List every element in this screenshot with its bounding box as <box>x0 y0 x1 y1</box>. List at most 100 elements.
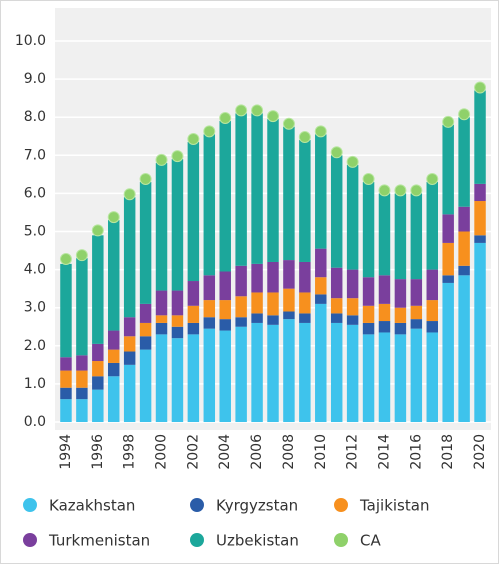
total-dot <box>75 249 88 262</box>
x-tick-label: 2008 <box>281 434 297 470</box>
legend-label: Tajikistan <box>359 497 429 515</box>
bar-segment <box>171 315 184 327</box>
total-dot <box>458 108 471 121</box>
legend-swatch <box>190 498 204 512</box>
y-tick-label: 1.0 <box>24 376 46 392</box>
bar-segment <box>458 117 470 207</box>
bar-segment <box>426 300 438 322</box>
bar-segment <box>299 322 311 422</box>
y-tick-label: 9.0 <box>24 71 46 87</box>
bar-segment <box>330 155 343 268</box>
bar-segment <box>76 370 88 388</box>
bar-segment <box>108 362 120 377</box>
total-dot <box>171 150 184 163</box>
bar-segment <box>283 288 295 312</box>
bar-segment <box>426 321 438 333</box>
bar-segment <box>426 332 438 422</box>
bar-segment <box>171 159 184 291</box>
x-tick-label: 2016 <box>408 434 424 470</box>
bar-segment <box>187 281 200 306</box>
bar-segment <box>283 311 295 320</box>
bar-segment <box>315 277 327 295</box>
total-dot <box>91 224 104 237</box>
total-dot <box>219 112 232 125</box>
bar-segment <box>76 355 88 371</box>
bar-segment <box>346 298 359 316</box>
bar-segment <box>219 271 231 301</box>
bar-segment <box>299 313 311 323</box>
bar-segment <box>92 376 104 390</box>
bar-segment <box>171 326 184 339</box>
bar-segment <box>171 290 184 316</box>
bar-segment <box>362 181 375 278</box>
bar-segment <box>108 376 120 422</box>
bar-segment <box>76 399 88 422</box>
total-dot <box>378 184 391 197</box>
total-dot <box>203 125 216 138</box>
bar-segment <box>426 269 438 301</box>
bar-segment <box>92 389 104 422</box>
bar-segment <box>235 296 247 318</box>
total-dot <box>139 172 152 185</box>
bar-segment <box>442 214 454 243</box>
total-dot <box>155 153 168 166</box>
bar-segment <box>267 315 279 325</box>
x-tick-label: 2014 <box>376 434 392 470</box>
bar-segment <box>203 275 216 301</box>
bar-segment <box>458 206 470 232</box>
bar-segment <box>171 338 184 422</box>
x-tick-label: 2012 <box>345 434 361 470</box>
total-dot <box>442 115 455 128</box>
total-dot <box>123 188 136 201</box>
total-dot <box>235 104 248 117</box>
bar-segment <box>299 140 311 262</box>
bar-segment <box>474 235 486 243</box>
legend-swatch <box>190 533 204 547</box>
bar-segment <box>139 303 152 323</box>
bar-segment <box>362 322 375 335</box>
bar-segment <box>442 242 454 276</box>
bar-segment <box>330 267 343 299</box>
total-dot <box>330 146 343 159</box>
bar-segment <box>330 322 343 422</box>
total-dot <box>267 110 279 123</box>
total-dot <box>474 81 487 94</box>
bar-segment <box>60 263 72 358</box>
bar-segment <box>346 164 359 270</box>
total-dot <box>298 131 311 144</box>
x-tick-label: 1996 <box>90 434 106 470</box>
bar-segment <box>60 399 72 422</box>
total-dot <box>426 172 439 185</box>
bar-segment <box>60 370 72 388</box>
bar-segment <box>123 351 136 365</box>
y-tick-label: 2.0 <box>24 338 46 354</box>
bar-segment <box>139 336 152 350</box>
bar-segment <box>299 261 311 293</box>
bar-segment <box>219 330 231 422</box>
bar-segment <box>458 275 470 422</box>
x-tick-label: 2000 <box>154 434 170 470</box>
bar-segment <box>378 193 391 276</box>
bar-segment <box>410 279 423 306</box>
bar-segment <box>267 119 279 262</box>
bar-segment <box>203 317 216 329</box>
bar-segment <box>474 90 486 184</box>
total-dot <box>59 252 72 265</box>
bar-segment <box>267 324 279 422</box>
legend-label: CA <box>360 532 381 550</box>
total-dot <box>346 155 359 168</box>
bar-segment <box>187 141 200 282</box>
total-dot <box>107 211 120 224</box>
total-dot <box>410 184 423 197</box>
bar-segment <box>442 275 454 283</box>
legend-swatch <box>334 533 348 547</box>
bar-segment <box>123 336 136 352</box>
x-tick-label: 1998 <box>122 434 138 470</box>
bar-segment <box>315 294 327 304</box>
total-dot <box>282 117 295 130</box>
bar-segment <box>235 265 247 297</box>
bar-segment <box>426 181 438 270</box>
bar-segment <box>283 126 295 261</box>
bar-segment <box>330 313 343 323</box>
